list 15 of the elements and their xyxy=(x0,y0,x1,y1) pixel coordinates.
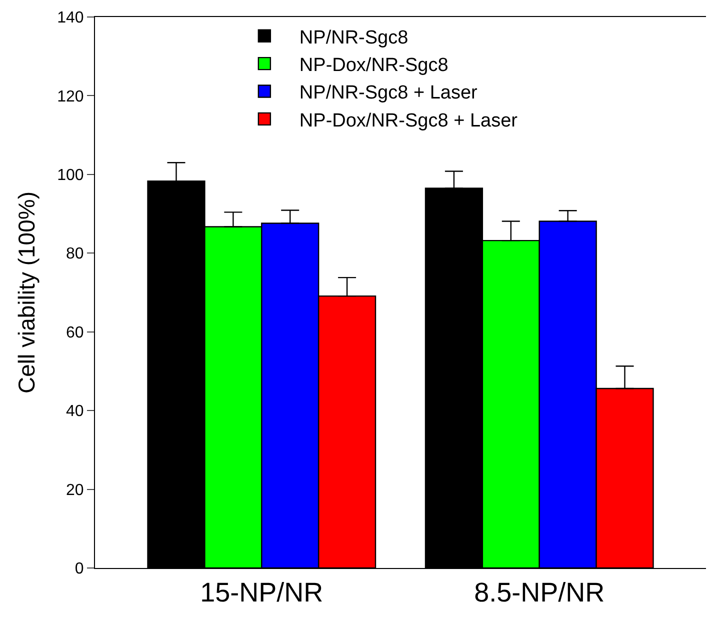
y-tick-label: 40 xyxy=(66,403,84,420)
x-tick-label: 8.5-NP/NR xyxy=(474,577,605,608)
y-tick-label: 100 xyxy=(57,167,84,184)
legend-label: NP-Dox/NR-Sgc8 xyxy=(299,54,448,76)
y-axis-title: Cell viability (100%) xyxy=(14,192,40,394)
y-tick-label: 80 xyxy=(66,246,84,263)
y-tick-label: 20 xyxy=(66,482,84,499)
y-tick-label: 140 xyxy=(57,10,84,27)
legend-label: NP/NR-Sgc8 + Laser xyxy=(299,82,478,104)
y-tick-label: 60 xyxy=(66,324,84,342)
legend-label: NP/NR-Sgc8 xyxy=(299,27,408,48)
y-tick-label: 0 xyxy=(74,560,84,578)
x-tick-label: 15-NP/NR xyxy=(200,577,324,608)
y-tick-label: 120 xyxy=(57,88,84,106)
legend-label: NP-Dox/NR-Sgc8 + Laser xyxy=(299,110,518,132)
